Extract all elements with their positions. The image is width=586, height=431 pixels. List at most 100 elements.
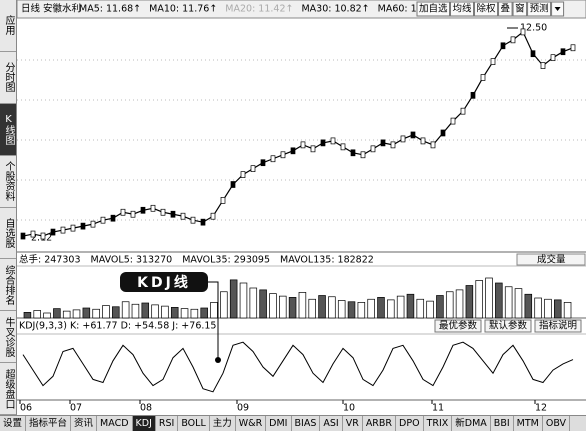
price-candle (330, 137, 336, 145)
time-label: 11 (432, 403, 444, 414)
volume-bar (318, 295, 326, 319)
side-tab[interactable]: 综合排名 (0, 259, 16, 312)
toolbar-button[interactable] (450, 1, 475, 17)
price-candle (490, 58, 496, 65)
ma-value: MA20: 11.42↑ (225, 4, 293, 15)
bottom-tab[interactable]: KDJ (132, 416, 156, 431)
kdj-header: KDJ(9,3,3) K: +61.77 D: +54.58 J: +76.15 (19, 321, 216, 332)
volume-bar (200, 307, 208, 319)
ma-value: MA10: 11.76↑ (149, 4, 217, 15)
bottom-tab[interactable]: BBI (491, 416, 514, 431)
volume-bar (514, 288, 523, 319)
toolbar-button[interactable] (416, 1, 451, 17)
time-label: 06 (20, 403, 32, 414)
volume-bar (151, 304, 159, 319)
price-candle (550, 54, 556, 62)
volume-bar (269, 293, 277, 319)
toolbar-button[interactable] (498, 1, 513, 17)
volume-bar (259, 289, 267, 319)
price-line (22, 30, 574, 237)
toolbar-button[interactable] (527, 1, 552, 17)
toolbar-button[interactable] (474, 1, 499, 17)
price-candle (450, 117, 456, 125)
price-candle (90, 220, 96, 228)
bottom-tab[interactable]: BOLL (178, 416, 210, 431)
toolbar-label[interactable]: 叠 (501, 4, 511, 15)
bottom-tab[interactable]: MACD (97, 416, 133, 431)
price-candle (510, 36, 516, 44)
price-candle (300, 141, 306, 149)
price-candle (280, 151, 286, 159)
bottom-tab[interactable]: OBV (543, 416, 571, 431)
selector-text[interactable]: 成交量 (537, 254, 566, 266)
kdj-button[interactable] (484, 319, 532, 333)
time-label: 08 (140, 403, 152, 414)
volume-bar (544, 298, 552, 319)
bottom-tab[interactable]: 新DMA (452, 416, 491, 431)
toolbar-label[interactable]: 预测 (530, 4, 549, 15)
bottom-tab[interactable]: ASI (320, 416, 343, 431)
bottom-tab[interactable]: 设置 (0, 416, 27, 431)
annotation-dot (215, 357, 221, 363)
kdj-button[interactable] (534, 319, 582, 333)
price-candle (40, 232, 46, 240)
annotation-leader (208, 281, 219, 360)
bottom-tab[interactable]: MTM (514, 416, 543, 431)
bottom-tab[interactable]: RSI (156, 416, 179, 431)
volume-bar (102, 305, 110, 319)
bottom-tab[interactable]: BIAS (292, 416, 321, 431)
kdj-button-label[interactable]: 最优参数 (439, 320, 478, 332)
volume-bar (298, 292, 307, 319)
volume-bar (436, 295, 444, 319)
volume-bar (495, 282, 503, 319)
price-candle (210, 212, 216, 220)
bottom-tab[interactable]: 资讯 (71, 416, 98, 431)
side-tab[interactable]: 自选股 (0, 208, 16, 260)
volume-bar (43, 312, 51, 319)
volume-bar (337, 300, 346, 319)
bottom-tab[interactable]: TRIX (424, 416, 453, 431)
bottom-tabs: 设置 指标平台 资讯 MACD KDJ RSI BOLL 主力 W&R DMI BIAS ASI VR A… (0, 415, 586, 431)
volume-bar (72, 309, 81, 319)
bottom-tab[interactable]: W&R (236, 416, 267, 431)
bottom-tab[interactable]: 指标平台 (26, 416, 72, 431)
bottom-tab[interactable]: 主力 (210, 416, 236, 431)
price-candle (360, 151, 366, 159)
side-tab[interactable]: 牛叉诊股 (0, 311, 16, 364)
price-candle (520, 28, 526, 36)
kdj-button-label[interactable]: 指标说明 (539, 320, 577, 332)
bottom-tab[interactable]: ARBR (363, 416, 397, 431)
volume-bar (563, 302, 572, 319)
side-tab[interactable]: 个股资料 (0, 156, 16, 208)
volume-bar (288, 297, 297, 319)
price-candle (320, 139, 326, 147)
volume-bar (465, 285, 474, 319)
ma-value: MA30: 10.82↑ (301, 4, 369, 15)
volume-bar (554, 299, 562, 319)
volume-bar (396, 295, 405, 319)
toolbar-label[interactable]: 窗 (515, 3, 525, 15)
side-tab[interactable]: 超级盘口 (0, 363, 16, 415)
toolbar-label[interactable]: 加自选 (419, 3, 448, 15)
bottom-tab[interactable]: VR (343, 416, 363, 431)
side-tab[interactable]: 分时图 (0, 52, 16, 104)
toolbar-label[interactable]: 除权 (477, 3, 497, 15)
toolbar-label[interactable]: 均线 (453, 3, 473, 15)
indicator-selector[interactable] (516, 253, 586, 266)
period: 日线 (21, 3, 41, 15)
price-candle (380, 139, 386, 147)
volume-bar (220, 291, 228, 319)
kdj-button[interactable] (434, 319, 482, 333)
chart-area: 日线 安徽水利 12.50 2.12 成交量 KDJ(9,3,3) K: +61… (17, 0, 586, 414)
price-candle (500, 42, 506, 50)
side-tab[interactable]: 应用 (0, 0, 16, 52)
ma-value: MA60: 10.04↑ (378, 4, 446, 15)
bottom-tab[interactable]: DPO (396, 416, 424, 431)
side-tab[interactable]: K线图 (0, 103, 16, 156)
volume-bar (534, 297, 542, 319)
price-candle (530, 50, 536, 58)
toolbar-button[interactable] (512, 1, 528, 17)
kdj-button-label[interactable]: 默认参数 (489, 320, 528, 332)
bottom-tab[interactable]: DMI (266, 416, 292, 431)
